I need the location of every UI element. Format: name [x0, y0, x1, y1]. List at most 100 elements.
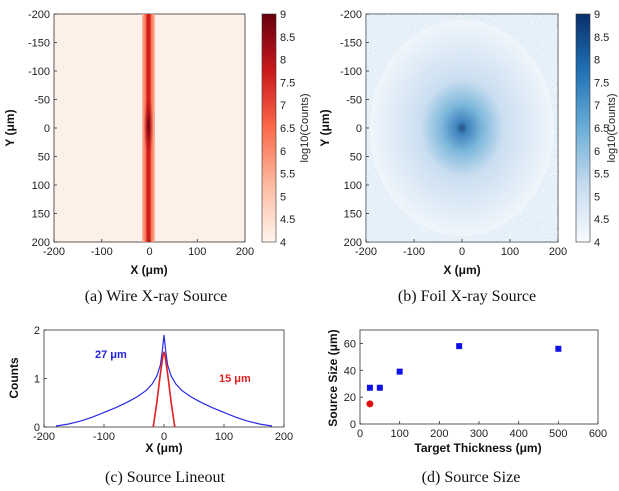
x-tick-label: 0: [459, 246, 465, 258]
colorbar-tick-label: 5: [594, 191, 600, 203]
x-tick-label: -100: [91, 246, 113, 258]
panel-c-xlabel: X (μm): [145, 441, 182, 455]
y-tick-label: -150: [28, 38, 50, 50]
x-tick-label: 200: [275, 431, 293, 443]
colorbar-tick-label: 8: [280, 55, 286, 67]
panel-a-ylabel: Y (μm): [3, 109, 17, 146]
panel-c-xticks: -200 -100 0 100 200: [33, 424, 293, 443]
colorbar-tick-label: 5.5: [594, 169, 609, 181]
x-tick-label: 0: [146, 246, 152, 258]
colorbar-tick-label: 5.5: [280, 169, 295, 181]
colorbar-tick-label: 4.5: [280, 214, 295, 226]
panel-c-caption: (c) Source Lineout: [105, 469, 226, 486]
colorbar-tick-label: 6: [280, 146, 286, 158]
y-tick-label: -100: [28, 66, 50, 78]
lineout-blue-series: [55, 334, 273, 427]
y-tick-label: 150: [344, 209, 362, 221]
panel-b: -200 -100 0 100 200 -200 -150 -100 -50 0 50 100 150…: [318, 9, 618, 305]
x-tick-label: 500: [549, 428, 567, 440]
panel-d-yticks: 0 20 40 60: [344, 338, 363, 431]
x-tick-label: 100: [188, 246, 206, 258]
data-point-circle: [366, 400, 374, 408]
panel-c-annotation-red: 15 μm: [219, 373, 251, 385]
y-tick-label: 40: [344, 365, 356, 377]
y-tick-label: -200: [340, 9, 362, 21]
panel-d-xlabel: Target Thickness (μm): [414, 441, 541, 455]
colorbar-tick-label: 4: [594, 237, 600, 249]
x-tick-label: 200: [430, 428, 448, 440]
y-tick-label: 200: [32, 237, 50, 249]
panel-b-colorbar-ticks: 4 4.5 5 5.5 6 6.5 7 7.5 8 8.5 9: [594, 9, 609, 249]
x-tick-label: -200: [355, 246, 377, 258]
panel-d-xticks: 0 100 200 300 400 500 600: [357, 421, 607, 440]
panel-b-spot: [370, 20, 554, 236]
y-tick-label: 50: [350, 152, 362, 164]
colorbar-tick-label: 8.5: [594, 32, 609, 44]
colorbar-tick-label: 9: [280, 9, 286, 21]
y-tick-label: 60: [344, 338, 356, 350]
x-tick-label: 100: [390, 428, 408, 440]
data-point-square: [366, 384, 373, 391]
y-tick-label: 1: [34, 374, 40, 386]
colorbar-tick-label: 6.5: [280, 123, 295, 135]
x-tick-label: -100: [403, 246, 425, 258]
colorbar-tick-label: 6.5: [594, 123, 609, 135]
x-tick-label: 0: [161, 431, 167, 443]
panel-d-plot-area: [359, 329, 599, 425]
y-tick-label: 100: [344, 180, 362, 192]
colorbar-tick-label: 7: [280, 100, 286, 112]
y-tick-label: -50: [346, 95, 362, 107]
y-tick-label: 200: [344, 237, 362, 249]
panel-b-xlabel: X (μm): [443, 263, 480, 277]
y-tick-label: -200: [28, 9, 50, 21]
colorbar-tick-label: 8.5: [280, 32, 295, 44]
x-tick-label: -200: [43, 246, 65, 258]
panel-b-colorbar: [575, 13, 591, 243]
panel-c-lines: [55, 334, 273, 428]
lineout-red-series: [152, 351, 176, 428]
x-tick-label: 100: [501, 246, 519, 258]
panel-a: -200 -100 0 100 200 -200 -150 -100 -50 0 50 100 150…: [3, 9, 311, 305]
panel-d-caption: (d) Source Size: [422, 469, 521, 486]
y-tick-label: 0: [44, 123, 50, 135]
panel-d: 0 100 200 300 400 500 600 0 20 40 60 Target Thick…: [326, 329, 607, 486]
data-point-square: [396, 368, 403, 375]
x-tick-label: 200: [549, 246, 567, 258]
panel-a-yticks: -200 -150 -100 -50 0 50 100 150 200: [28, 9, 57, 249]
panel-a-xlabel: X (μm): [130, 263, 167, 277]
y-tick-label: 100: [32, 180, 50, 192]
y-tick-label: -150: [340, 38, 362, 50]
x-tick-label: 400: [509, 428, 527, 440]
x-tick-label: 100: [215, 431, 233, 443]
y-tick-label: -50: [34, 95, 50, 107]
y-tick-label: 150: [32, 209, 50, 221]
colorbar-tick-label: 8: [594, 55, 600, 67]
data-point-square: [376, 384, 383, 391]
colorbar-tick-label: 5: [280, 191, 286, 203]
panel-d-ylabel: Source Size (μm): [326, 329, 340, 426]
data-point-square: [555, 345, 562, 352]
y-tick-label: 2: [34, 325, 40, 337]
panel-a-xticks: -200 -100 0 100 200: [43, 239, 254, 258]
panel-b-colorbar-label: log10(Counts): [606, 93, 618, 162]
panel-c-yticks: 0 1 2: [34, 325, 47, 434]
panel-a-hotspot: [143, 96, 154, 156]
colorbar-tick-label: 7.5: [594, 77, 609, 89]
y-tick-label: -100: [340, 66, 362, 78]
y-tick-label: 0: [356, 123, 362, 135]
colorbar-tick-label: 6: [594, 146, 600, 158]
colorbar-tick-label: 4: [280, 237, 286, 249]
x-tick-label: 300: [470, 428, 488, 440]
panel-b-ylabel: Y (μm): [318, 109, 332, 146]
panel-a-colorbar-label: log10(Counts): [299, 93, 311, 162]
x-tick-label: 0: [357, 428, 363, 440]
data-point-square: [456, 343, 463, 350]
y-tick-label: 50: [38, 152, 50, 164]
panel-b-yticks: -200 -150 -100 -50 0 50 100 150 200: [340, 9, 369, 249]
x-tick-label: 200: [236, 246, 254, 258]
y-tick-label: 0: [350, 419, 356, 431]
colorbar-tick-label: 7.5: [280, 77, 295, 89]
panel-b-caption: (b) Foil X-ray Source: [398, 288, 536, 305]
panel-a-caption: (a) Wire X-ray Source: [85, 288, 228, 305]
